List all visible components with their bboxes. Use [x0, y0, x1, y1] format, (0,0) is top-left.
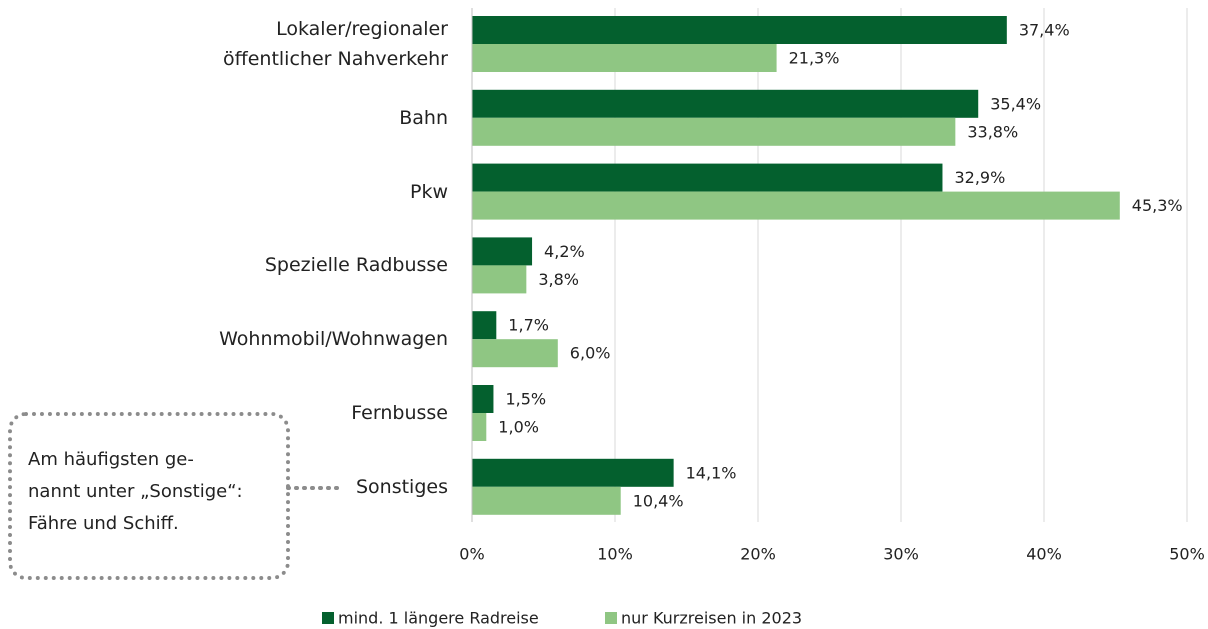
category-label: Wohnmobil/Wohnwagen [219, 328, 448, 351]
value-label: 1,0% [498, 418, 539, 437]
value-label: 37,4% [1019, 21, 1070, 40]
bar [472, 339, 558, 368]
bar [472, 265, 527, 294]
annotation: Am häufigsten ge- nannt unter „Sonstige“… [8, 412, 290, 580]
category-label: Bahn [399, 106, 448, 129]
legend-label: nur Kurzreisen in 2023 [621, 609, 802, 628]
value-label: 10,4% [633, 491, 684, 510]
x-tick-label: 50% [1169, 545, 1205, 564]
bar [472, 44, 777, 72]
value-label: 14,1% [686, 463, 737, 482]
category-label: Pkw [410, 180, 448, 203]
value-label: 6,0% [570, 344, 611, 363]
bar [472, 237, 533, 266]
category-label: Lokaler/regionaler öffentlicher Nahverke… [223, 18, 448, 70]
bar [472, 89, 979, 118]
bar [472, 117, 956, 146]
value-label: 21,3% [789, 49, 840, 68]
value-label: 32,9% [954, 168, 1005, 187]
x-tick-label: 20% [740, 545, 776, 564]
x-tick-label: 30% [883, 545, 919, 564]
x-tick-label: 10% [597, 545, 633, 564]
value-label: 1,5% [505, 390, 546, 409]
bar [472, 413, 487, 441]
value-label: 4,2% [544, 242, 585, 261]
bar [472, 191, 1120, 220]
legend-swatch [322, 612, 334, 624]
bar [472, 458, 674, 487]
value-label: 1,7% [508, 316, 549, 335]
bar [472, 486, 621, 515]
bar [472, 385, 494, 413]
x-tick-label: 40% [1026, 545, 1062, 564]
x-tick-label: 0% [459, 545, 484, 564]
legend-label: mind. 1 längere Radreise [338, 609, 539, 628]
value-label: 35,4% [990, 94, 1041, 113]
category-label: Fernbusse [351, 402, 448, 424]
value-label: 33,8% [967, 122, 1018, 141]
value-label: 45,3% [1132, 196, 1183, 215]
category-label: Spezielle Radbusse [264, 254, 448, 277]
bar [472, 163, 943, 192]
bar [472, 311, 497, 340]
legend-swatch [605, 612, 617, 624]
value-label: 3,8% [538, 270, 579, 289]
category-label: Sonstiges [355, 475, 448, 498]
bar [472, 16, 1007, 44]
